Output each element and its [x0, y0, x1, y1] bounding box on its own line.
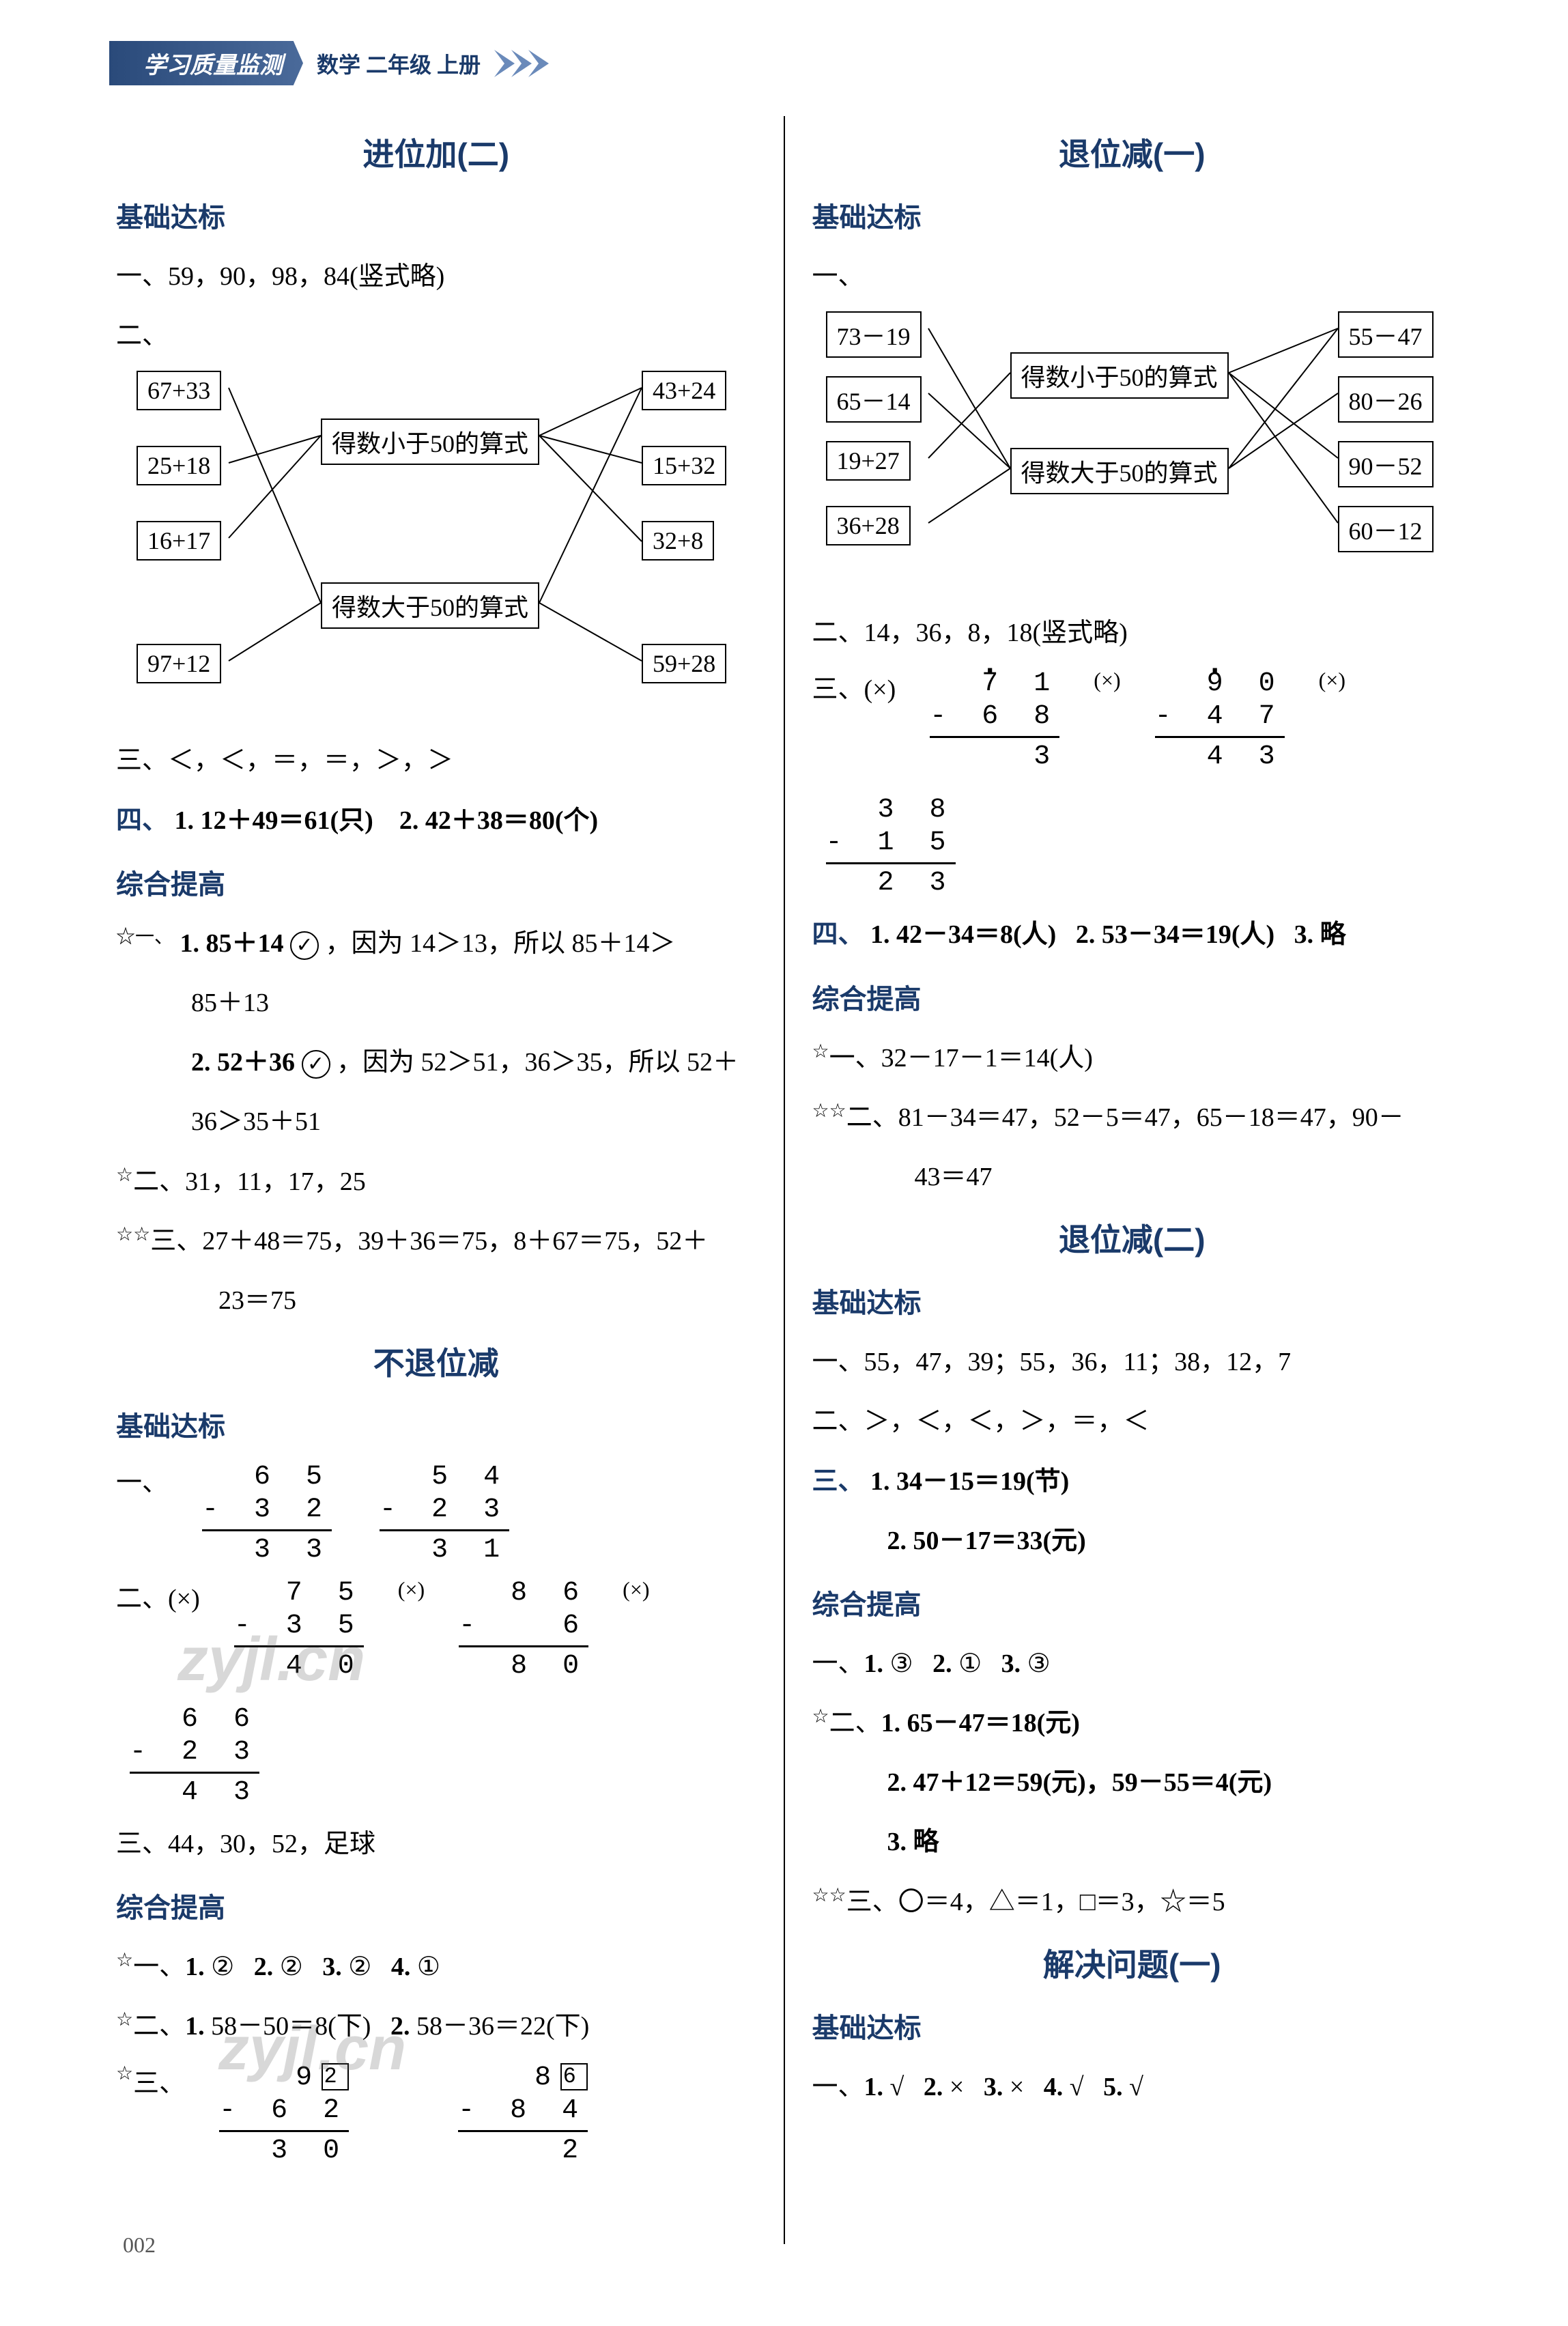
section-title: 退位减(二) — [812, 1215, 1453, 1260]
matching-diagram-1: 67+33 25+18 16+17 97+12 43+24 15+32 32+8 59+28 得… — [116, 371, 756, 726]
diagram-node: 43+24 — [642, 371, 726, 410]
vertical-calc-group: ☆三、 92 - 6 2 3 0 86 - 8 4 2 — [116, 2062, 756, 2168]
basic-header: 基础达标 — [116, 1404, 756, 1444]
q2-label: 二、 — [116, 311, 756, 360]
page-number: 002 — [123, 2232, 156, 2258]
right-column: 退位减(一) 基础达标 一、 73－19 65－14 19+27 36+28 55－47… — [792, 116, 1473, 2244]
answer-line: 三、＜，＜，＝，＝，＞，＞ — [116, 736, 756, 785]
content-columns: 进位加(二) 基础达标 一、59，90，98，84(竖式略) 二、 67+33 2… — [96, 116, 1472, 2244]
diagram-node: 36+28 — [826, 506, 911, 545]
answer-line: 一、1. ③ 2. ① 3. ③ — [812, 1639, 1453, 1688]
diagram-node: 55－47 — [1338, 311, 1434, 358]
arrow-icon — [494, 50, 556, 77]
answer-line: 2. 50－17＝33(元) — [812, 1516, 1453, 1565]
diagram-node: 16+17 — [137, 521, 221, 561]
check-circle-icon: ✓ — [290, 931, 319, 960]
diagram-node: 得数小于50的算式 — [321, 419, 539, 465]
diagram-node: 60－12 — [1338, 506, 1434, 552]
diagram-node: 得数小于50的算式 — [1010, 352, 1229, 399]
diagram-node: 73－19 — [826, 311, 922, 358]
vertical-calc: 7 1 - 6 8 3 — [930, 668, 1059, 774]
section-title: 退位减(一) — [812, 130, 1453, 175]
header-banner: 学习质量监测 — [109, 41, 303, 85]
answer-line: 43＝47 — [812, 1152, 1453, 1202]
answer-line: 3. 略 — [812, 1817, 1453, 1867]
adv-header: 综合提高 — [812, 977, 1453, 1017]
diagram-node: 15+32 — [642, 446, 726, 485]
answer-line: ☆☆二、31，11，17，25二、31，11，17，25 — [116, 1157, 756, 1206]
vertical-calc-group: 一、 6 5 - 3 2 3 3 5 4 - 2 3 3 1 — [116, 1461, 756, 1567]
answer-line: ☆二、1. 58－50＝8(下) 2. 58－36＝22(下) — [116, 2002, 756, 2051]
basic-header: 基础达标 — [812, 1281, 1453, 1320]
q1-label: 一、 — [812, 252, 1453, 301]
answer-line: 2. 52＋36 ✓ ，因为 52＞51，36＞35，所以 52＋ — [116, 1038, 756, 1087]
left-column: 进位加(二) 基础达标 一、59，90，98，84(竖式略) 二、 67+33 2… — [96, 116, 777, 2244]
basic-header: 基础达标 — [812, 195, 1453, 235]
vertical-calc: 9 0 - 4 7 4 3 — [1155, 668, 1285, 774]
diagram-node: 25+18 — [137, 446, 221, 485]
answer-line: 85＋13 — [116, 978, 756, 1027]
basic-header: 基础达标 — [812, 2006, 1453, 2045]
vertical-calc-group: 二、(×) 7 5 - 3 5 4 0 (×) 8 6 - 6 8 0 (×) … — [116, 1577, 756, 1809]
answer-line: 二、14，36，8，18(竖式略) — [812, 608, 1453, 657]
vertical-calc-group: 三、(×) 7 1 - 6 8 3 (×) 9 0 - 4 7 4 3 (×) … — [812, 668, 1453, 900]
answer-line: 二、＞，＜，＜，＞，＝，＜ — [812, 1397, 1453, 1446]
diagram-node: 得数大于50的算式 — [321, 582, 539, 629]
vertical-calc: 6 5 - 3 2 3 3 — [202, 1461, 332, 1567]
vertical-calc: 8 6 - 6 8 0 — [459, 1577, 588, 1683]
header-subject: 数学 二年级 上册 — [317, 48, 481, 79]
answer-line: ☆☆三、27＋48＝75，39＋36＝75，8＋67＝75，52＋ — [116, 1217, 756, 1266]
answer-line: ☆一、 1. 85＋14 ✓ ，因为 14＞13，所以 85＋14＞ — [116, 919, 756, 968]
answer-line: 四、 1. 42－34＝8(人) 2. 53－34＝19(人) 3. 略 — [812, 910, 1453, 959]
answer-line: ☆☆二、81－34＝47，52－5＝47，65－18＝47，90－ — [812, 1093, 1453, 1142]
answer-line: 四、 1. 12＋49＝61(只) 2. 42＋38＝80(个) — [116, 796, 756, 845]
diagram-node: 59+28 — [642, 644, 726, 683]
adv-header: 综合提高 — [116, 1886, 756, 1925]
vertical-calc: 7 5 - 3 5 4 0 — [234, 1577, 364, 1683]
diagram-node: 80－26 — [1338, 376, 1434, 423]
vertical-calc: 6 6 - 2 3 4 3 — [130, 1703, 259, 1809]
diagram-node: 97+12 — [137, 644, 221, 683]
diagram-node: 19+27 — [826, 441, 911, 481]
answer-line: 23＝75 — [116, 1276, 756, 1325]
q-label: ☆三、 — [116, 2062, 185, 2099]
answer-line: ☆二、1. 65－47＝18(元) — [812, 1699, 1453, 1748]
section-title: 不退位减 — [116, 1339, 756, 1384]
answer-line: 2. 47＋12＝59(元)，59－55＝4(元) — [812, 1758, 1453, 1807]
section-title: 解决问题(一) — [812, 1940, 1453, 1985]
vertical-calc: 86 - 8 4 2 — [458, 2062, 588, 2168]
diagram-node: 67+33 — [137, 371, 221, 410]
answer-line: ☆一、32－17－1＝14(人) — [812, 1034, 1453, 1083]
matching-diagram-2: 73－19 65－14 19+27 36+28 55－47 80－26 90－52 60－12… — [812, 311, 1453, 598]
diagram-node: 得数大于50的算式 — [1010, 448, 1229, 494]
adv-header: 综合提高 — [812, 1583, 1453, 1622]
section-title: 进位加(二) — [116, 130, 756, 175]
column-divider — [784, 116, 785, 2244]
adv-header: 综合提高 — [116, 862, 756, 902]
vertical-calc: 5 4 - 2 3 3 1 — [380, 1461, 509, 1567]
answer-line: 一、59，90，98，84(竖式略) — [116, 252, 756, 301]
answer-line: 一、55，47，39；55，36，11；38，12，7 — [812, 1337, 1453, 1387]
answer-line: 36＞35＋51 — [116, 1097, 756, 1146]
diagram-node: 65－14 — [826, 376, 922, 423]
diagram-node: 32+8 — [642, 521, 714, 561]
page-header: 学习质量监测 数学 二年级 上册 — [109, 41, 556, 85]
basic-header: 基础达标 — [116, 195, 756, 235]
diagram-node: 90－52 — [1338, 441, 1434, 487]
check-circle-icon: ✓ — [302, 1050, 330, 1079]
answer-line: 一、1. √ 2. × 3. × 4. √ 5. √ — [812, 2062, 1453, 2112]
answer-line: ☆一、1. ② 2. ② 3. ② 4. ① — [116, 1942, 756, 1991]
vertical-calc: 3 8 - 1 5 2 3 — [826, 794, 956, 900]
answer-line: 三、44，30，52，足球 — [116, 1819, 756, 1869]
answer-line: ☆☆三、〇＝4，△＝1，□＝3，☆＝5 — [812, 1877, 1453, 1927]
vertical-calc: 92 - 6 2 3 0 — [219, 2062, 349, 2168]
answer-line: 三、 1. 34－15＝19(节) — [812, 1457, 1453, 1506]
